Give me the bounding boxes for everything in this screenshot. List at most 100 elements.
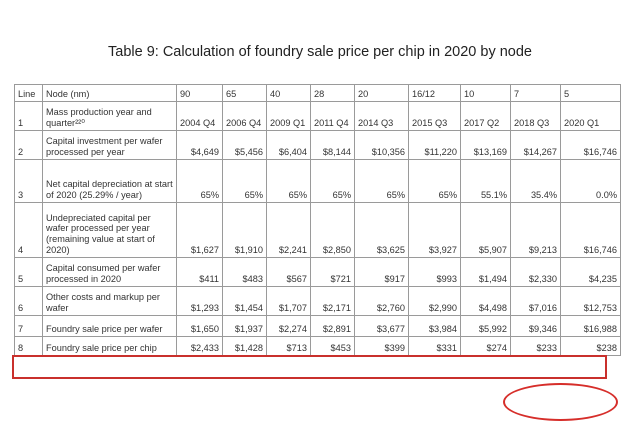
table-header-row: Line Node (nm) 90 65 40 28 20 16/12 10 7… <box>14 84 621 102</box>
line-number: 4 <box>14 202 43 258</box>
header-node-value: 16/12 <box>408 84 461 102</box>
table-cell: $13,169 <box>460 130 511 160</box>
header-node-value: 65 <box>222 84 267 102</box>
table-cell: $8,144 <box>310 130 355 160</box>
table-cell: $399 <box>354 336 409 356</box>
table-cell: 55.1% <box>460 159 511 203</box>
table-title: Table 9: Calculation of foundry sale pri… <box>108 44 532 60</box>
table-cell: $1,707 <box>266 286 311 316</box>
table-cell: 2015 Q3 <box>408 101 461 131</box>
table-cell: $567 <box>266 257 311 287</box>
table-cell: $274 <box>460 336 511 356</box>
table-cell: $993 <box>408 257 461 287</box>
table-cell: $453 <box>310 336 355 356</box>
line-number: 7 <box>14 315 43 337</box>
table-row: 1 Mass production year and quarter²²⁰ 2004… <box>14 101 621 131</box>
table-cell: $713 <box>266 336 311 356</box>
table-cell: $1,937 <box>222 315 267 337</box>
table-cell: $331 <box>408 336 461 356</box>
table-cell: $411 <box>176 257 223 287</box>
table-cell: 65% <box>222 159 267 203</box>
line-number: 6 <box>14 286 43 316</box>
table-cell: $2,241 <box>266 202 311 258</box>
line-number: 2 <box>14 130 43 160</box>
table-row: 5 Capital consumed per wafer processed in… <box>14 257 621 287</box>
table-cell: $4,649 <box>176 130 223 160</box>
header-line: Line <box>14 84 43 102</box>
table-row: 7 Foundry sale price per wafer $1,650 $1,93… <box>14 315 621 337</box>
table-cell: 65% <box>266 159 311 203</box>
table-cell: $9,346 <box>510 315 561 337</box>
header-node-value: 7 <box>510 84 561 102</box>
table-cell: $233 <box>510 336 561 356</box>
table-cell: 2014 Q3 <box>354 101 409 131</box>
row-description: Capital consumed per wafer processed in … <box>42 257 177 287</box>
line-number: 5 <box>14 257 43 287</box>
table-cell: $12,753 <box>560 286 621 316</box>
row-description: Undepreciated capital per wafer processe… <box>42 202 177 258</box>
table-cell: $2,274 <box>266 315 311 337</box>
table-cell: $4,235 <box>560 257 621 287</box>
table-cell: $483 <box>222 257 267 287</box>
table-row: 6 Other costs and markup per wafer $1,293 $… <box>14 286 621 316</box>
table-cell: $3,677 <box>354 315 409 337</box>
table-cell: $2,171 <box>310 286 355 316</box>
highlight-box-row-7 <box>12 355 607 379</box>
table-cell: 2009 Q1 <box>266 101 311 131</box>
table-cell: 2011 Q4 <box>310 101 355 131</box>
table-cell: $1,650 <box>176 315 223 337</box>
table-cell: $16,746 <box>560 202 621 258</box>
table-cell: $1,428 <box>222 336 267 356</box>
table-cell: 65% <box>354 159 409 203</box>
header-node-value: 28 <box>310 84 355 102</box>
table-cell: $5,456 <box>222 130 267 160</box>
header-node-value: 20 <box>354 84 409 102</box>
table-cell: 2017 Q2 <box>460 101 511 131</box>
row-description: Capital investment per wafer processed p… <box>42 130 177 160</box>
table-cell: $1,454 <box>222 286 267 316</box>
table-cell: $1,293 <box>176 286 223 316</box>
table-cell: $2,850 <box>310 202 355 258</box>
header-node-value: 40 <box>266 84 311 102</box>
row-description: Other costs and markup per wafer <box>42 286 177 316</box>
table-cell: $5,992 <box>460 315 511 337</box>
table-cell: $4,498 <box>460 286 511 316</box>
row-description: Foundry sale price per chip <box>42 336 177 356</box>
table-cell: $2,330 <box>510 257 561 287</box>
table-cell: 0.0% <box>560 159 621 203</box>
table-cell: 65% <box>408 159 461 203</box>
table-row: 2 Capital investment per wafer processed … <box>14 130 621 160</box>
row-description: Mass production year and quarter²²⁰ <box>42 101 177 131</box>
line-number: 3 <box>14 159 43 203</box>
table-cell: $3,625 <box>354 202 409 258</box>
table-cell: $16,988 <box>560 315 621 337</box>
table-cell: $9,213 <box>510 202 561 258</box>
table-cell: 2020 Q1 <box>560 101 621 131</box>
table-cell: $1,910 <box>222 202 267 258</box>
table-row: 3 Net capital depreciation at start of 20… <box>14 159 621 203</box>
table-cell: $6,404 <box>266 130 311 160</box>
header-node-value: 10 <box>460 84 511 102</box>
table-cell: $2,990 <box>408 286 461 316</box>
table-cell: $1,627 <box>176 202 223 258</box>
table-cell: 2018 Q3 <box>510 101 561 131</box>
table-cell: $2,891 <box>310 315 355 337</box>
table-row: 4 Undepreciated capital per wafer process… <box>14 202 621 258</box>
table-cell: 65% <box>176 159 223 203</box>
table-cell: $2,433 <box>176 336 223 356</box>
table-cell: $10,356 <box>354 130 409 160</box>
table-cell: $3,927 <box>408 202 461 258</box>
table-cell: 35.4% <box>510 159 561 203</box>
row-description: Foundry sale price per wafer <box>42 315 177 337</box>
table-cell: $5,907 <box>460 202 511 258</box>
table-cell: 2006 Q4 <box>222 101 267 131</box>
table-cell: $2,760 <box>354 286 409 316</box>
table-cell: $7,016 <box>510 286 561 316</box>
table-cell: $14,267 <box>510 130 561 160</box>
line-number: 1 <box>14 101 43 131</box>
header-node-value: 90 <box>176 84 223 102</box>
table-cell: $1,494 <box>460 257 511 287</box>
table-cell: 2004 Q4 <box>176 101 223 131</box>
table-cell: $238 <box>560 336 621 356</box>
header-node: Node (nm) <box>42 84 177 102</box>
